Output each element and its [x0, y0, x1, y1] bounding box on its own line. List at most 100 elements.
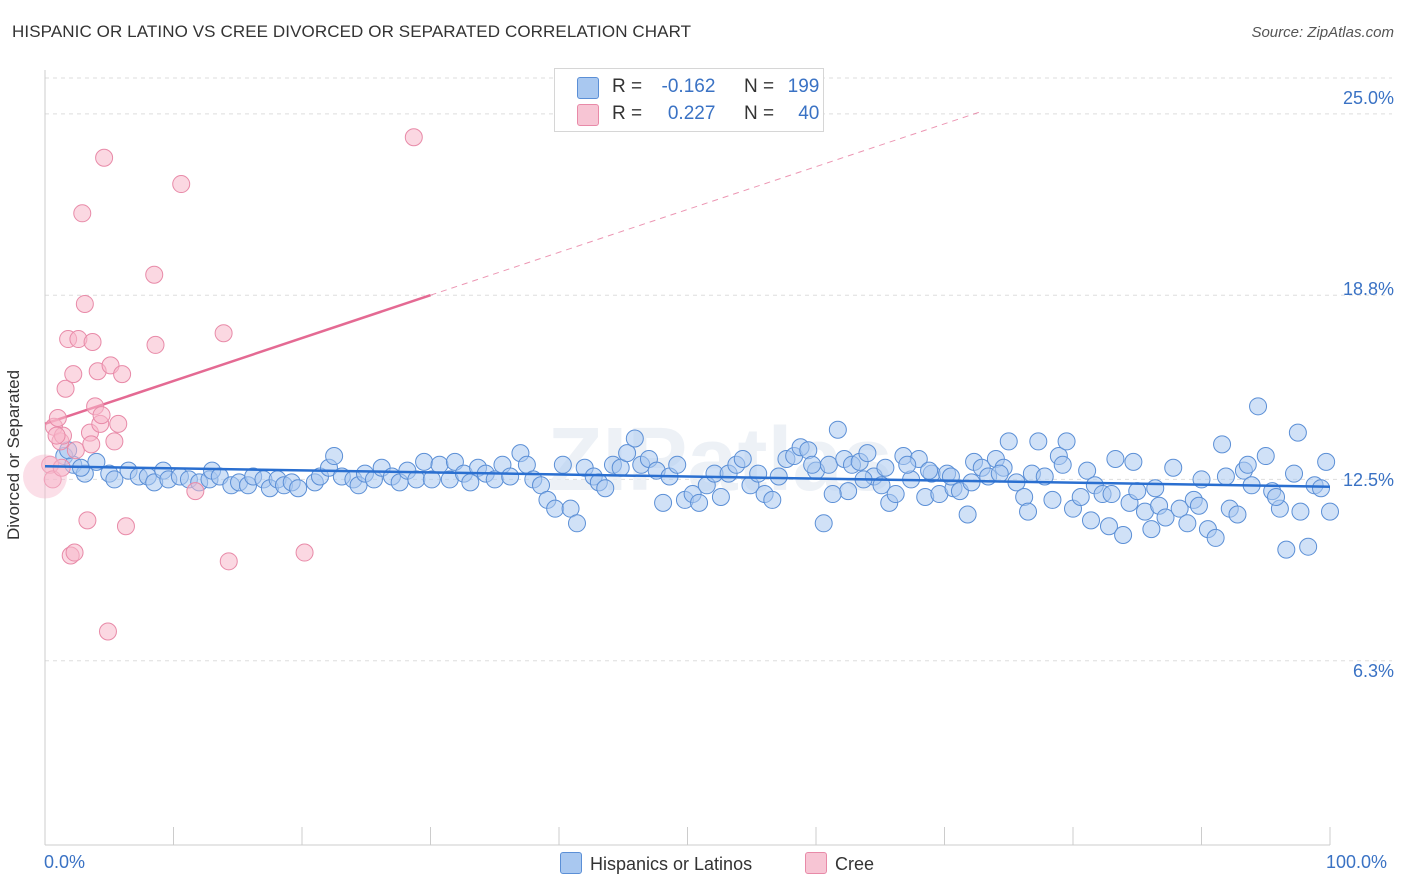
hispanic-point-29	[289, 479, 308, 498]
hispanic-point-45	[422, 470, 441, 489]
hispanic-point-55	[501, 467, 520, 486]
hispanic-point-33	[325, 447, 344, 466]
y-axis-label: Divorced or Separated	[4, 369, 23, 541]
hispanic-point-190	[823, 485, 842, 504]
cree-point-9	[64, 365, 83, 384]
cree-point-24	[109, 414, 128, 433]
r-label: R =	[612, 76, 643, 97]
hispanic-point-179	[1081, 511, 1100, 530]
hispanic-point-164	[1285, 464, 1304, 483]
hispanic-point-91	[763, 490, 782, 509]
hispanic-point-147	[1164, 458, 1183, 477]
hispanic-point-146	[1156, 508, 1175, 527]
hispanic-point-171	[1288, 423, 1307, 442]
n-label: N =	[743, 103, 775, 124]
cree-point-30	[186, 482, 205, 501]
hispanic-point-135	[1078, 461, 1097, 480]
cree-point-26	[116, 517, 135, 536]
hispanic-point-174	[1216, 467, 1235, 486]
cree-point-12	[73, 204, 92, 223]
hispanic-point-71	[618, 444, 637, 463]
hispanic-point-156	[1228, 505, 1247, 524]
cree-point-32	[219, 552, 238, 571]
hispanic-point-100	[828, 420, 847, 439]
n-value-cree: 40	[798, 103, 820, 124]
hispanic-point-46	[430, 455, 449, 474]
hispanic-point-169	[1317, 452, 1336, 471]
cree-trend	[44, 110, 984, 426]
cree-point-cluster	[23, 454, 67, 499]
cree-point-29	[172, 175, 191, 194]
hispanic-point-142	[1128, 482, 1147, 501]
hispanic-point-178	[1102, 485, 1121, 504]
hispanic-point-166	[1299, 537, 1318, 556]
y-tick-6-3: 6.3%	[1352, 661, 1394, 681]
hispanic-point-189	[839, 482, 858, 501]
hispanic-point-165	[1291, 502, 1310, 521]
hispanic-point-138	[1099, 517, 1118, 536]
cree-point-31	[214, 324, 233, 343]
chart-title: HISPANIC OR LATINO VS CREE DIVORCED OR S…	[12, 22, 692, 41]
legend-label-hispanic: Hispanics or Latinos	[590, 854, 753, 874]
hispanic-point-148	[1170, 499, 1189, 518]
hispanic-point-177	[1124, 452, 1143, 471]
cree-point-38	[82, 435, 101, 454]
hispanic-point-172	[1267, 487, 1286, 506]
hispanic-point-149	[1178, 514, 1197, 533]
hispanic-point-160	[1256, 447, 1275, 466]
hispanic-point-64	[567, 514, 586, 533]
legend-swatch-pink	[577, 104, 599, 126]
y-tick-18-8: 18.8%	[1342, 279, 1394, 299]
hispanic-point-182	[990, 464, 1009, 483]
cree-point-28	[146, 335, 165, 354]
hispanic-point-98	[814, 514, 833, 533]
x-tick-100: 100.0%	[1326, 852, 1388, 872]
x-tick-0: 0.0%	[44, 852, 86, 872]
cree-point-25	[113, 365, 132, 384]
hispanic-point-129	[1035, 467, 1054, 486]
r-label: R =	[612, 103, 643, 124]
hispanic-point-92	[769, 467, 788, 486]
cree-point-14	[78, 511, 97, 530]
r-value-cree: 0.227	[667, 103, 716, 124]
source-label: Source: ZipAtlas.com	[1251, 24, 1394, 41]
y-tick-25: 25.0%	[1342, 88, 1394, 108]
hispanic-trend-line	[44, 465, 1331, 488]
legend-swatch-pink	[805, 852, 827, 874]
r-value-hispanic: -0.162	[661, 76, 716, 97]
hispanic-point-187	[876, 458, 895, 477]
cree-point-13	[75, 294, 94, 313]
hispanic-point-186	[898, 455, 917, 474]
correlation-legend: R = -0.162 N = 199 R = 0.227 N = 40	[554, 68, 824, 132]
cree-point-10	[66, 441, 85, 460]
hispanic-point-81	[690, 493, 709, 512]
hispanic-point-76	[654, 493, 673, 512]
hispanic-point-99	[819, 455, 838, 474]
hispanic-point-173	[1238, 455, 1257, 474]
n-label: N =	[743, 76, 775, 97]
hispanic-point-175	[1189, 496, 1208, 515]
hispanic-point-68	[596, 479, 615, 498]
hispanic-point-140	[1114, 526, 1133, 544]
hispanic-trend	[44, 465, 1331, 488]
legend-swatch-blue	[560, 852, 582, 874]
hispanic-point-108	[886, 485, 905, 504]
cree-point-23	[105, 432, 124, 451]
hispanic-point-184	[941, 467, 960, 486]
hispanic-point-87	[733, 449, 752, 468]
hispanic-point-163	[1277, 540, 1296, 559]
hispanic-point-154	[1213, 435, 1232, 454]
hispanic-point-128	[1029, 432, 1048, 451]
hispanic-point-144	[1142, 520, 1161, 539]
n-value-hispanic: 199	[787, 76, 820, 97]
legend-swatch-blue	[577, 77, 599, 99]
grid-lines	[45, 77, 1392, 662]
cree-point-37	[65, 543, 84, 562]
cree-trend-line	[44, 294, 431, 426]
hispanic-point-106	[872, 476, 891, 495]
hispanic-point-61	[546, 499, 565, 518]
cree-point-35	[47, 426, 66, 445]
cree-point-34	[404, 128, 423, 147]
cree-point-20	[95, 148, 114, 167]
